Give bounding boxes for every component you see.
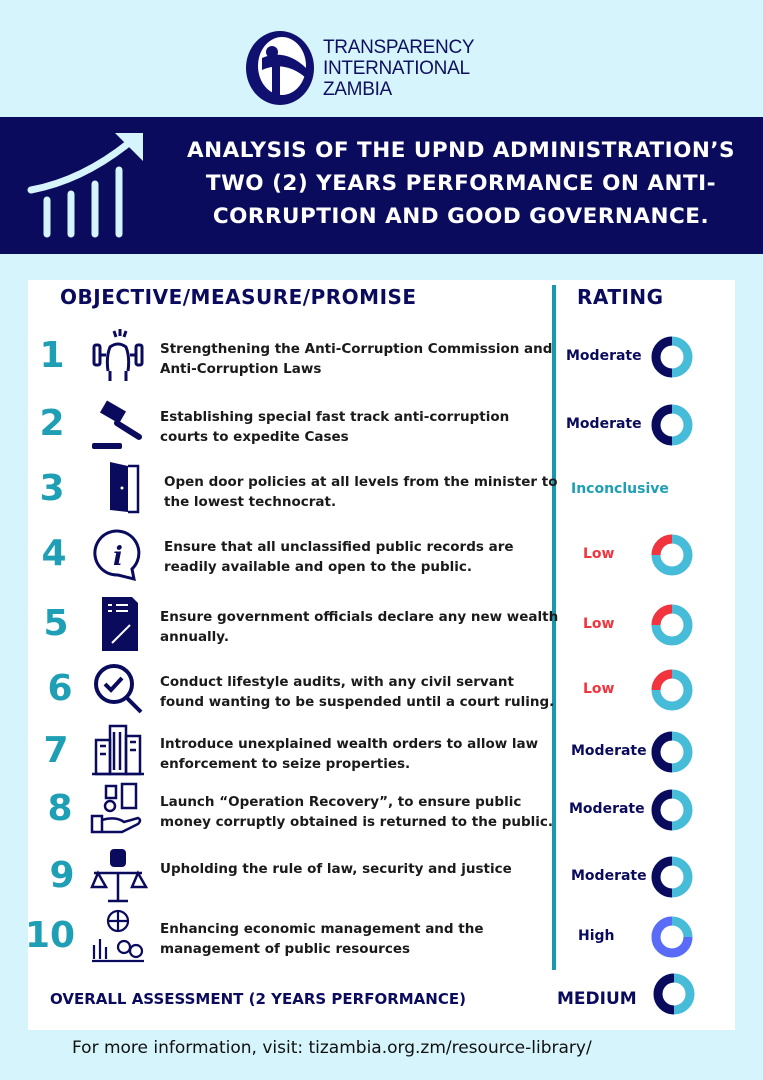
item-text: Launch “Operation Recovery”, to ensure p… — [160, 794, 554, 830]
donut-level — [651, 534, 673, 556]
rating-donut — [651, 916, 693, 958]
logo-line: INTERNATIONAL — [323, 58, 470, 79]
rating-donut — [651, 856, 693, 898]
item-rating: Moderate — [566, 416, 642, 432]
justice-scales-fist-icon — [90, 849, 148, 903]
economy-coins-icon — [92, 909, 144, 963]
rating-donut — [651, 534, 693, 576]
rating-header: RATING — [577, 285, 664, 309]
donut-level — [651, 336, 673, 378]
item-text: Enhancing economic management and the ma… — [160, 921, 484, 957]
objective-header: OBJECTIVE/MEASURE/PROMISE — [60, 285, 417, 309]
overall-label: OVERALL ASSESSMENT (2 YEARS PERFORMANCE) — [50, 990, 466, 1008]
item-rating: Low — [583, 681, 615, 697]
item-number: 7 — [43, 730, 69, 771]
buildings-icon — [92, 724, 144, 776]
item-number: 5 — [43, 603, 69, 644]
logo-line: ZAMBIA — [323, 79, 392, 100]
overall-rating-donut — [653, 973, 695, 1015]
donut-level — [651, 404, 673, 446]
overall-rating: MEDIUM — [557, 989, 637, 1009]
document-pen-icon — [102, 597, 138, 651]
money-hand-icon — [90, 782, 142, 834]
svg-text:i: i — [113, 542, 123, 572]
info-bubble-icon: i — [93, 529, 141, 581]
donut-level — [651, 856, 673, 898]
item-rating: Moderate — [569, 801, 645, 817]
growth-chart-icon — [27, 133, 143, 238]
item-text: Ensure that all unclassified public reco… — [164, 539, 514, 575]
item-text: Ensure government officials declare any … — [160, 609, 559, 645]
item-number: 8 — [47, 788, 73, 829]
item-text: Introduce unexplained wealth orders to a… — [160, 736, 539, 772]
donut-level — [651, 669, 673, 691]
item-rating: Low — [583, 546, 615, 562]
rating-donut — [651, 669, 693, 711]
rating-donut — [651, 731, 693, 773]
item-number: 3 — [39, 468, 65, 509]
donut-level — [653, 973, 675, 1015]
donut-level — [651, 731, 673, 773]
logo-line: TRANSPARENCY — [323, 37, 475, 58]
donut-level — [651, 604, 673, 626]
assessment-card — [28, 280, 735, 1030]
item-rating: Moderate — [571, 743, 647, 759]
rating-donut — [651, 604, 693, 646]
item-rating: Moderate — [566, 348, 642, 364]
ti-logo-icon — [246, 31, 314, 105]
item-rating: Low — [583, 616, 615, 632]
item-number: 4 — [41, 533, 67, 574]
logo-text: TRANSPARENCY INTERNATIONAL ZAMBIA — [323, 37, 475, 100]
item-text: Open door policies at all levels from th… — [164, 474, 558, 510]
column-divider — [552, 285, 556, 970]
item-number: 2 — [39, 403, 65, 444]
rating-donut — [651, 404, 693, 446]
rating-donut — [651, 789, 693, 831]
page-title: ANALYSIS OF THE UPND ADMINISTRATION’S TW… — [186, 138, 736, 229]
item-rating: High — [578, 928, 615, 944]
item-rating: Inconclusive — [571, 481, 669, 497]
donut-level — [651, 789, 673, 831]
item-text: Establishing special fast track anti-cor… — [160, 409, 510, 445]
item-number: 10 — [24, 915, 76, 956]
item-number: 6 — [47, 668, 73, 709]
rating-donut — [651, 336, 693, 378]
strength-dumbbell-icon — [92, 329, 144, 381]
magnifier-check-icon — [94, 664, 143, 714]
item-rating: Moderate — [571, 868, 647, 884]
item-text: Conduct lifestyle audits, with any civil… — [160, 674, 555, 710]
item-number: 9 — [49, 855, 75, 896]
item-number: 1 — [39, 335, 65, 376]
gavel-icon — [92, 400, 143, 449]
item-text: Strengthening the Anti-Corruption Commis… — [160, 341, 553, 377]
item-text: Upholding the rule of law, security and … — [160, 861, 512, 877]
open-door-icon — [110, 462, 140, 514]
donut-level — [651, 916, 693, 958]
footer-info: For more information, visit: tizambia.or… — [72, 1038, 592, 1058]
